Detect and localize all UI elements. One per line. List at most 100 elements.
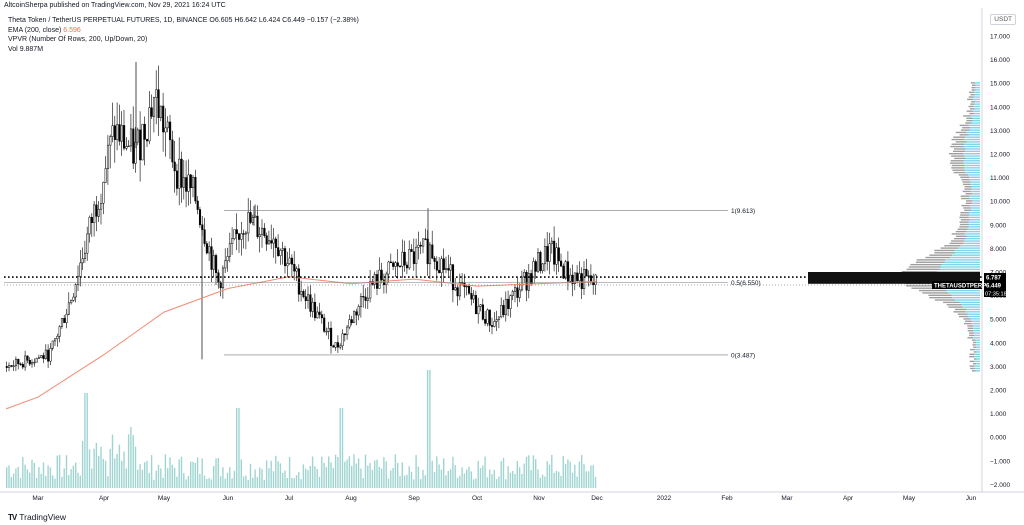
volume-bar: [539, 477, 541, 488]
candle-body: [10, 365, 13, 367]
volume-bar: [321, 456, 323, 488]
candle-body: [569, 274, 572, 282]
candle-body: [486, 309, 489, 324]
volume-bar: [196, 457, 199, 488]
volume-bar: [484, 456, 486, 488]
volume-bar: [564, 463, 567, 488]
candle-body: [185, 177, 188, 192]
candle-body: [408, 249, 411, 269]
volume-bar: [553, 472, 555, 488]
vpvr-row: VPVR (Number Of Rows, 200, Up/Down, 20): [8, 35, 359, 45]
vpvr-down-bar: [969, 334, 975, 337]
candle-body: [157, 89, 160, 118]
volume-bar: [376, 459, 378, 488]
volume-bar: [58, 454, 61, 488]
candle-body: [440, 258, 443, 274]
volume-bar: [261, 469, 263, 488]
volume-bar: [277, 461, 279, 488]
vpvr-down-bar: [960, 195, 970, 197]
vpvr-up-bar: [974, 353, 980, 355]
volume-bar: [397, 462, 399, 488]
candle-body: [231, 238, 234, 245]
volume-bar: [592, 465, 594, 488]
volume-bar: [134, 446, 137, 488]
candle-body: [54, 338, 57, 342]
candle-body: [527, 273, 530, 291]
candle-body: [332, 345, 335, 348]
candle-body: [318, 311, 321, 315]
vpvr-up-bar: [970, 190, 980, 193]
volume-bar: [270, 460, 272, 488]
candle-body: [40, 355, 43, 358]
symbol-tag: THETAUSDTPERP: [934, 284, 986, 290]
volume-bar: [185, 479, 187, 488]
volume-bar: [571, 472, 574, 488]
candle-body: [355, 311, 358, 316]
candle-body: [302, 291, 305, 297]
candle-body: [431, 244, 434, 259]
vpvr-up-bar: [964, 143, 980, 145]
vpvr-up-bar: [968, 221, 980, 223]
vpvr-down-bar: [967, 330, 974, 332]
volume-bar: [173, 467, 176, 488]
candle-body: [403, 251, 406, 266]
symbol-title: Theta Token / TetherUS PERPETUAL FUTURES…: [8, 17, 208, 24]
volume-bar: [456, 477, 459, 488]
candle-body: [274, 238, 277, 248]
vpvr-up-bar: [965, 237, 980, 240]
candle-body: [479, 304, 482, 307]
vpvr-down-bar: [963, 207, 971, 209]
candle-body: [65, 313, 68, 323]
vpvr-up-bar: [970, 181, 980, 183]
vpvr-up-bar: [968, 223, 980, 226]
candle-body: [258, 234, 261, 237]
vpvr-up-bar: [969, 195, 980, 197]
candle-body: [290, 257, 294, 265]
volume-bar: [167, 468, 169, 488]
vpvr-poc-block: [808, 272, 980, 284]
vpvr-down-bar: [960, 219, 970, 221]
candle-body: [504, 298, 507, 315]
volume-bar: [84, 393, 86, 488]
candle-body: [208, 246, 211, 254]
volume-bar: [192, 461, 194, 488]
currency-button[interactable]: USDT: [990, 14, 1016, 25]
candle-body: [189, 174, 192, 188]
candle-body: [543, 246, 547, 265]
vpvr-down-bar: [969, 360, 975, 363]
volume-bar: [31, 459, 33, 488]
volume-bar: [532, 455, 535, 488]
volume-bar: [546, 461, 548, 488]
candle-body: [95, 204, 98, 217]
volume-bar: [300, 479, 302, 488]
volume-bar: [286, 477, 288, 488]
volume-bar: [555, 470, 558, 488]
volume-bar: [217, 458, 219, 488]
volume-bar: [63, 468, 65, 488]
poc-price-label-bg: [984, 273, 1006, 282]
vpvr-down-bar: [949, 242, 964, 245]
candle-body: [369, 281, 372, 299]
candle-body: [323, 317, 326, 332]
vpvr-up-bar: [974, 112, 980, 115]
candle-body: [244, 232, 248, 235]
volume-bar: [438, 464, 440, 488]
vpvr-down-bar: [958, 174, 969, 176]
vpvr-up-bar: [963, 242, 980, 245]
y-tick-label: 7.000: [990, 270, 1007, 277]
candle-body: [123, 125, 126, 149]
volume-bar: [263, 479, 265, 488]
candle-body: [249, 212, 252, 223]
candle-body: [106, 144, 110, 169]
volume-bar: [311, 456, 314, 488]
vpvr-down-bar: [949, 153, 963, 155]
vpvr-down-bar: [970, 103, 975, 105]
volume-bar: [111, 434, 114, 488]
vpvr-up-bar: [967, 228, 980, 230]
candle-body: [270, 240, 273, 244]
vpvr-down-bar: [969, 108, 975, 110]
ema-label: EMA (200, close): [8, 26, 62, 34]
volume-bar: [38, 467, 40, 488]
candle-body: [297, 268, 300, 295]
